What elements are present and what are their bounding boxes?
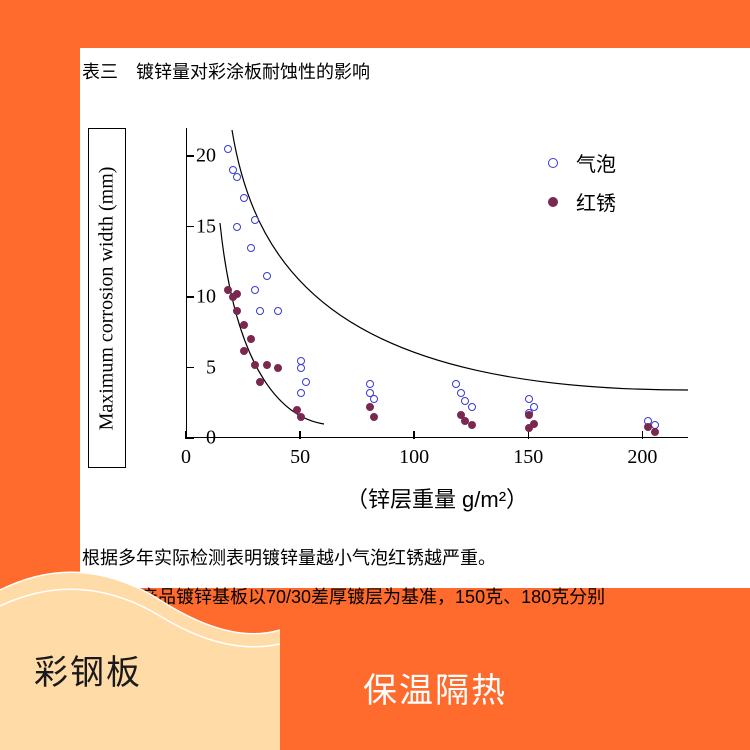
bottom-promo-text: 保温隔热 <box>0 663 750 712</box>
point-bubble <box>274 307 282 315</box>
table-caption: 表三 镀锌量对彩涂板耐蚀性的影响 <box>80 58 750 84</box>
legend-marker-rust <box>548 197 558 207</box>
point-rust <box>366 403 374 411</box>
point-bubble <box>233 173 241 181</box>
point-bubble <box>457 389 465 397</box>
point-bubble <box>251 216 259 224</box>
point-rust <box>525 424 533 432</box>
point-bubble <box>468 403 476 411</box>
point-rust <box>468 421 476 429</box>
point-rust <box>251 361 259 369</box>
point-rust <box>233 307 241 315</box>
point-rust <box>297 413 305 421</box>
point-bubble <box>366 380 374 388</box>
legend-item-rust: 红锈 <box>548 187 616 216</box>
point-bubble <box>297 364 305 372</box>
legend-label-bubble: 气泡 <box>576 148 616 177</box>
x-tick-label: 150 <box>513 446 543 469</box>
point-rust <box>274 364 282 372</box>
point-bubble <box>240 194 248 202</box>
point-bubble <box>452 380 460 388</box>
point-bubble <box>251 286 259 294</box>
point-bubble <box>525 395 533 403</box>
y-axis-label-box: Maximum corrosion width (mm) <box>88 128 126 468</box>
x-tick-label: 0 <box>181 446 191 469</box>
x-tick-label: 200 <box>627 446 657 469</box>
legend-item-bubble: 气泡 <box>548 148 616 177</box>
x-tick-label: 100 <box>399 446 429 469</box>
x-tick-label: 50 <box>290 446 310 469</box>
point-rust <box>240 321 248 329</box>
y-axis-label: Maximum corrosion width (mm) <box>96 166 119 430</box>
point-bubble <box>302 378 310 386</box>
point-rust <box>263 361 271 369</box>
point-bubble <box>233 223 241 231</box>
point-bubble <box>224 145 232 153</box>
point-rust <box>525 411 533 419</box>
point-rust <box>233 290 241 298</box>
point-rust <box>256 378 264 386</box>
legend-label-rust: 红锈 <box>576 187 616 216</box>
chart-panel: 表三 镀锌量对彩涂板耐蚀性的影响 Maximum corrosion width… <box>80 48 750 588</box>
point-bubble <box>256 307 264 315</box>
point-bubble <box>297 389 305 397</box>
point-bubble <box>370 395 378 403</box>
point-rust <box>370 413 378 421</box>
point-rust <box>651 428 659 436</box>
chart-legend: 气泡 红锈 <box>548 148 616 226</box>
point-bubble <box>263 272 271 280</box>
point-rust <box>240 347 248 355</box>
x-axis-label: （锌层重量 g/m²） <box>186 482 688 514</box>
legend-marker-bubble <box>548 158 558 168</box>
point-bubble <box>247 244 255 252</box>
scatter-chart: Maximum corrosion width (mm) 05101520050… <box>88 104 728 534</box>
point-rust <box>247 335 255 343</box>
